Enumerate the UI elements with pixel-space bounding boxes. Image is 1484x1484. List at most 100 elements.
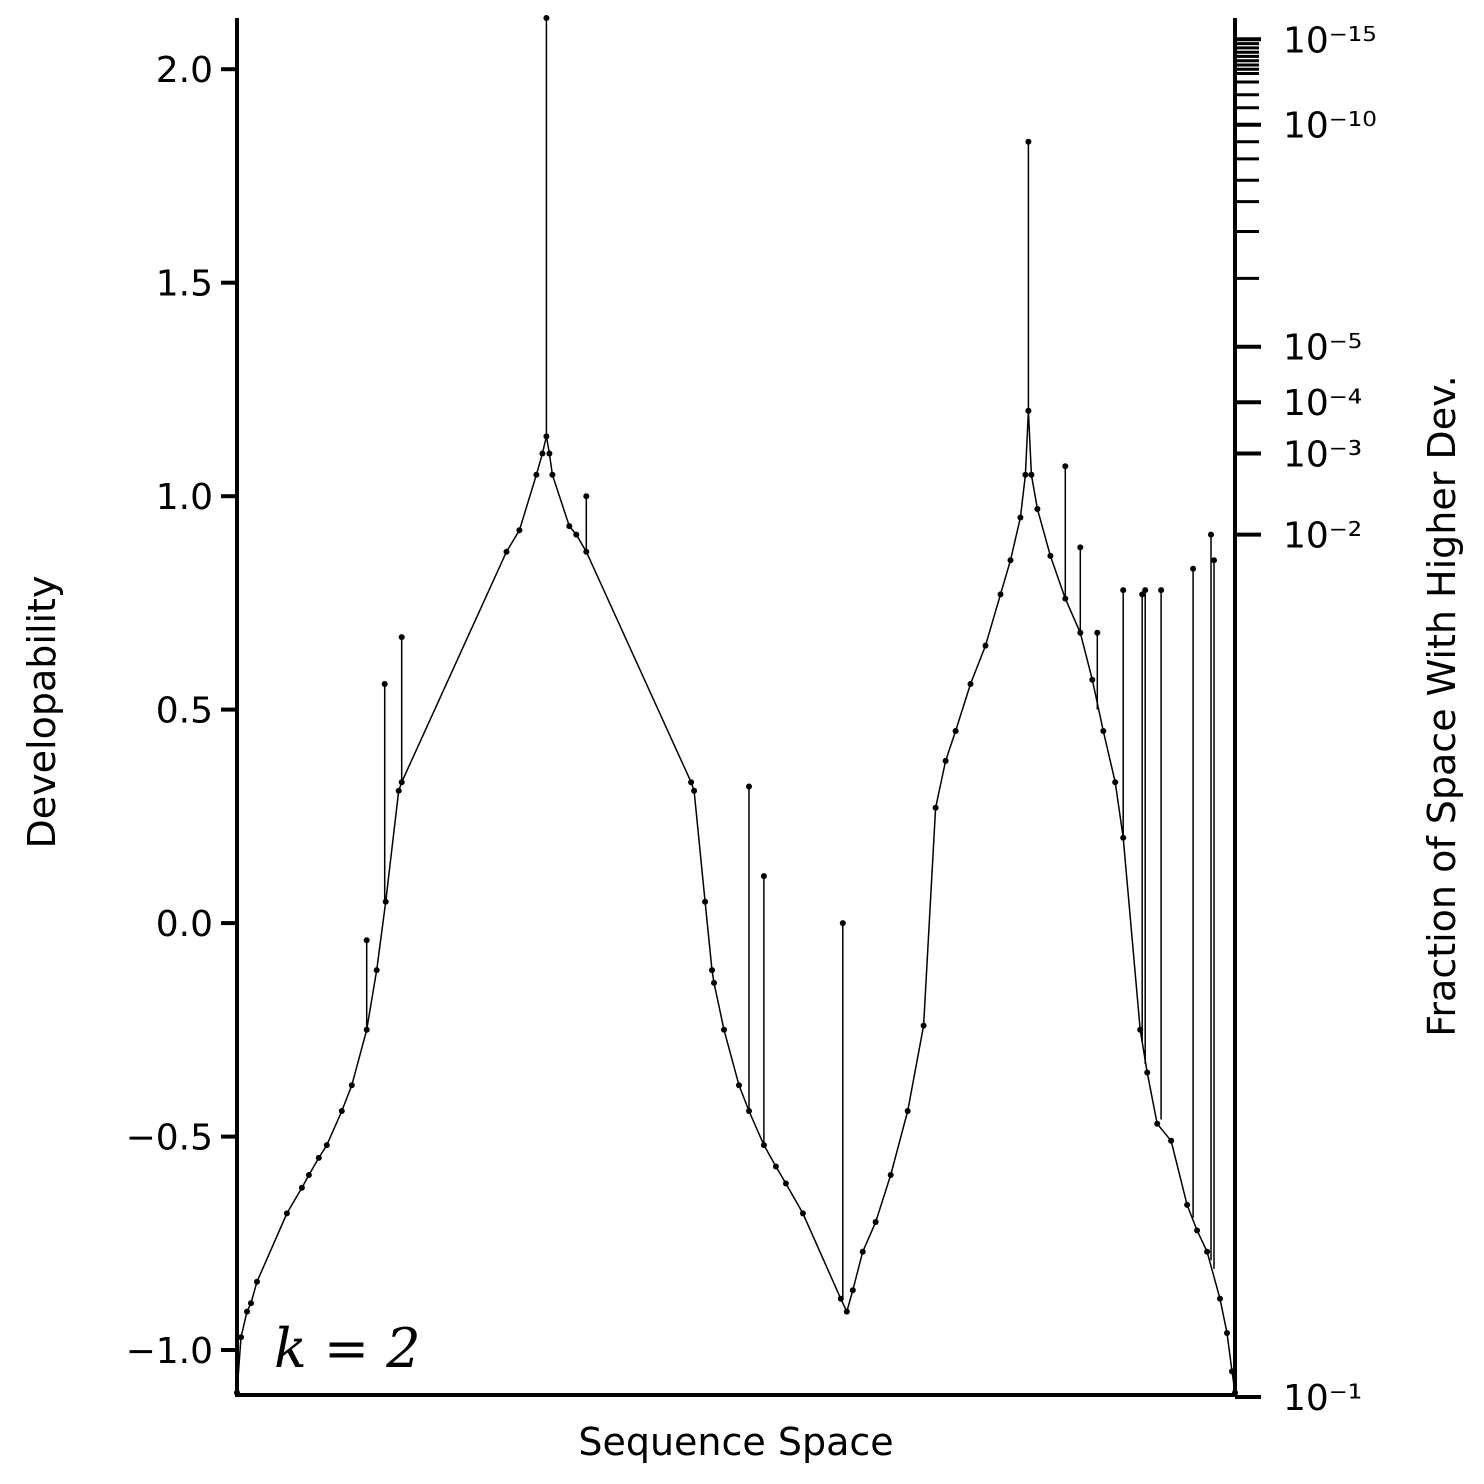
data-point <box>772 1163 779 1170</box>
data-point <box>1077 629 1084 636</box>
data-point <box>323 1142 330 1149</box>
data-point <box>338 1108 345 1114</box>
data-point <box>298 1184 305 1191</box>
data-point <box>566 523 573 530</box>
data-point <box>1028 471 1035 478</box>
data-point <box>872 1219 879 1225</box>
data-point <box>688 779 695 786</box>
data-point <box>543 15 550 21</box>
data-point <box>1022 471 1029 478</box>
y2-tick-label: 10⁻⁵ <box>1283 328 1362 369</box>
data-point <box>244 1308 250 1315</box>
data-point <box>760 1142 767 1149</box>
data-point <box>702 898 709 905</box>
data-point <box>1208 531 1214 538</box>
y-tick-label: 0.0 <box>156 904 213 945</box>
data-point <box>997 591 1004 598</box>
data-point <box>1094 629 1101 636</box>
data-point <box>709 967 715 974</box>
chart-marks <box>234 15 1238 1396</box>
data-point <box>1025 138 1032 145</box>
data-point <box>363 1026 370 1033</box>
data-point <box>746 1108 752 1114</box>
data-point <box>1100 728 1107 734</box>
data-point <box>1217 1295 1223 1302</box>
data-point <box>746 783 752 790</box>
data-point <box>398 779 405 786</box>
data-point <box>1184 1201 1191 1208</box>
data-point <box>1077 544 1084 551</box>
data-point <box>1139 591 1146 598</box>
data-point <box>839 920 846 927</box>
data-point <box>782 1180 789 1187</box>
data-point <box>1142 587 1149 594</box>
data-point <box>982 642 989 649</box>
data-point <box>942 757 949 764</box>
y-tick-label: −0.5 <box>126 1118 213 1159</box>
data-point <box>373 967 380 974</box>
data-point <box>516 527 523 534</box>
data-point <box>533 471 540 478</box>
data-point <box>1168 1137 1175 1144</box>
data-point <box>887 1172 894 1178</box>
data-point <box>691 787 698 794</box>
data-point <box>952 728 959 734</box>
data-point <box>1034 506 1041 512</box>
y-tick-label: −1.0 <box>126 1331 213 1372</box>
data-point <box>1144 1069 1151 1076</box>
y2-tick-label: 10⁻¹ <box>1283 1378 1362 1419</box>
y-axis-ticks: −1.0 −0.5 0.0 0.5 1.0 1.5 2.0 <box>126 50 237 1372</box>
data-point <box>543 433 550 440</box>
data-point <box>305 1172 312 1178</box>
data-point <box>1211 557 1217 564</box>
data-point <box>363 937 370 944</box>
data-point <box>395 787 402 794</box>
data-point <box>736 1082 742 1089</box>
data-point <box>967 681 974 687</box>
data-point <box>238 1334 244 1341</box>
data-point <box>843 1308 850 1315</box>
data-point <box>760 873 767 880</box>
k-annotation: k = 2 <box>274 1317 421 1380</box>
data-point <box>1120 587 1127 594</box>
data-point <box>1025 407 1032 414</box>
data-point <box>1062 463 1069 470</box>
data-point <box>1190 565 1197 572</box>
data-point <box>546 450 553 457</box>
data-point <box>1194 1227 1201 1234</box>
data-point <box>573 531 580 538</box>
y-tick-label: 1.0 <box>156 477 213 518</box>
y-tick-label: 2.0 <box>156 50 213 91</box>
y2-tick-label: 10⁻² <box>1283 516 1362 557</box>
y2-tick-label: 10⁻³ <box>1283 435 1362 476</box>
data-point <box>837 1295 844 1302</box>
data-point <box>932 804 939 811</box>
data-point <box>583 493 590 500</box>
data-point <box>248 1300 254 1307</box>
y2-axis-ticks: 10⁻¹⁵ 10⁻¹⁰ 10⁻⁵ 10⁻⁴ 10⁻³ 10⁻² 10⁻¹ <box>1235 20 1377 1419</box>
data-point <box>1224 1330 1230 1336</box>
y2-tick-label: 10⁻¹⁰ <box>1283 106 1377 147</box>
chart-axes <box>235 18 1237 1397</box>
data-point <box>1137 1026 1144 1033</box>
data-point <box>1120 834 1127 841</box>
data-point <box>721 1026 727 1033</box>
data-point <box>382 898 389 905</box>
y-tick-label: 0.5 <box>156 691 213 732</box>
data-point <box>904 1108 911 1114</box>
data-point <box>315 1154 322 1161</box>
data-point <box>283 1210 290 1217</box>
data-point <box>1154 1120 1161 1127</box>
data-point <box>398 634 405 641</box>
data-point <box>254 1278 260 1285</box>
data-point <box>1017 514 1024 521</box>
data-point <box>1062 595 1069 602</box>
y2-tick-label: 10⁻⁴ <box>1283 383 1362 424</box>
y2-tick-label: 10⁻¹⁵ <box>1283 20 1377 61</box>
data-point <box>1158 587 1165 594</box>
data-point <box>859 1248 866 1255</box>
data-point <box>920 1022 927 1029</box>
data-point <box>1007 557 1014 564</box>
data-point <box>1204 1248 1211 1255</box>
data-point <box>1112 779 1119 786</box>
